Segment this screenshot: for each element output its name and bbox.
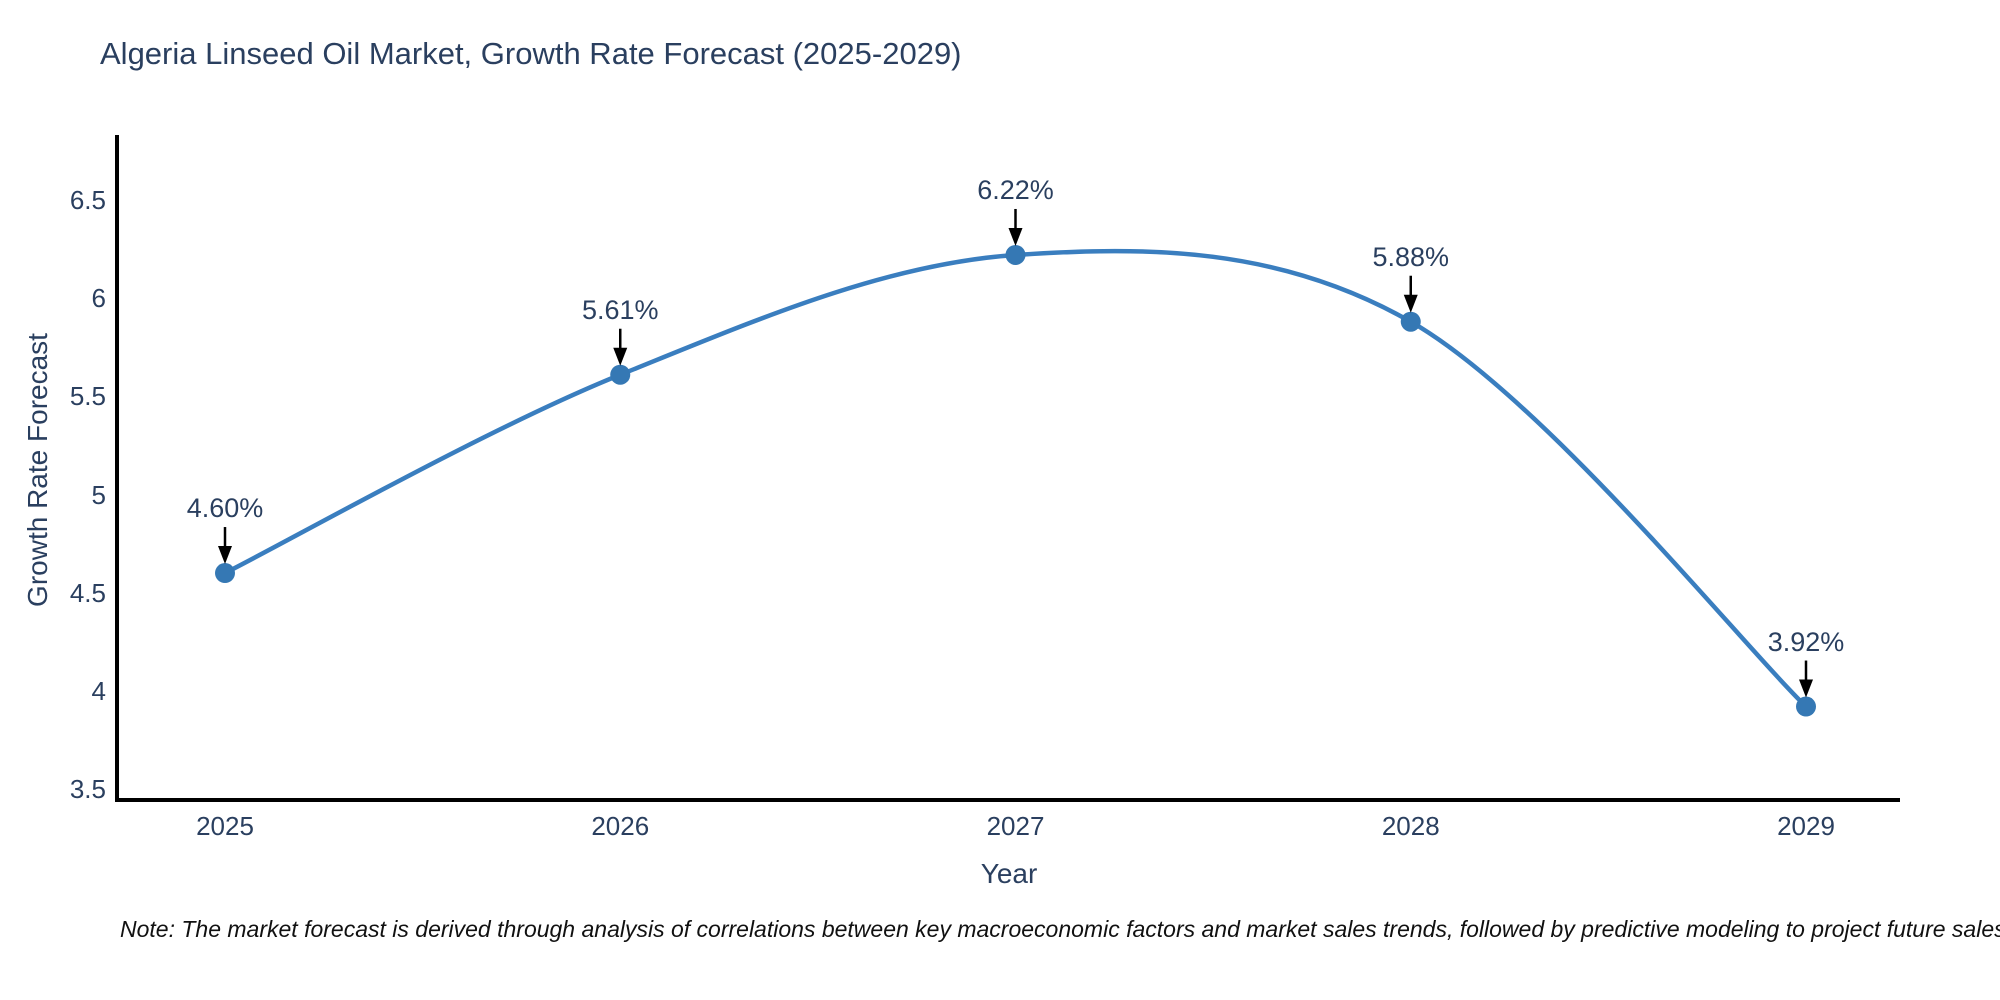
x-tick-label: 2026 (591, 811, 650, 841)
point-annotation: 4.60% (186, 493, 264, 524)
y-tick-label: 4 (91, 675, 106, 706)
footnote-text: Note: The market forecast is derived thr… (120, 916, 2000, 942)
data-point-marker (215, 563, 235, 584)
x-axis-title: Year (980, 858, 1038, 889)
chart-title: Algeria Linseed Oil Market, Growth Rate … (100, 36, 962, 71)
data-point-marker (1796, 696, 1816, 717)
y-tick-label: 4.5 (69, 577, 106, 608)
point-annotation: 5.88% (1372, 241, 1450, 272)
x-tick-label: 2028 (1381, 811, 1440, 841)
point-annotation: 6.22% (977, 174, 1054, 205)
y-axis-title: Growth Rate Forecast (22, 333, 53, 607)
y-tick-label: 6 (91, 283, 106, 314)
data-point-marker (1400, 311, 1421, 332)
trace-line (222, 248, 1809, 709)
y-tick-label: 5 (91, 479, 106, 510)
annotation-arrowhead (1403, 294, 1418, 313)
annotation-arrowhead (1008, 227, 1023, 246)
annotation-arrowhead (1799, 679, 1813, 698)
y-tick-label: 5.5 (69, 381, 106, 412)
point-annotation: 5.61% (581, 294, 659, 325)
point-annotation: 3.92% (1767, 626, 1845, 657)
annotation-arrowhead (613, 347, 628, 366)
data-point-marker (1005, 244, 1026, 265)
x-tick-label: 2027 (986, 811, 1045, 841)
y-tick-label: 3.5 (69, 774, 106, 804)
data-point-marker (610, 364, 631, 385)
x-tick-label: 2029 (1777, 811, 1835, 841)
x-tick-label: 2025 (196, 811, 254, 841)
y-tick-label: 6.5 (69, 185, 106, 215)
annotation-arrowhead (218, 546, 232, 565)
